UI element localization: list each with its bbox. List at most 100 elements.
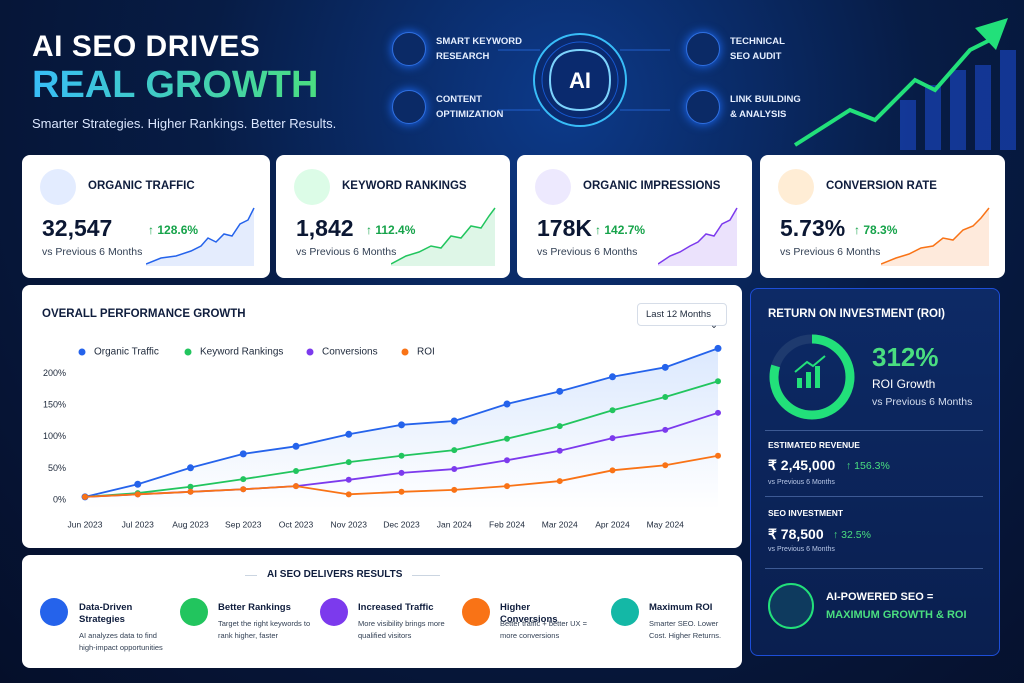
data-point	[293, 483, 299, 490]
data-point	[345, 430, 353, 438]
kpi-label: KEYWORD RANKINGS	[342, 180, 467, 192]
kpi-change-value: 128.6%	[157, 223, 199, 237]
feature-label: SMART KEYWORD RESEARCH	[436, 36, 523, 62]
data-point	[556, 423, 563, 430]
data-point	[345, 476, 352, 483]
result-description: More visibility brings more qualified vi…	[358, 619, 445, 640]
kpi-change: ↑ 78.3%	[854, 223, 897, 237]
data-point	[609, 373, 616, 381]
chart-title: OVERALL PERFORMANCE GROWTH	[42, 308, 246, 320]
data-point	[609, 407, 616, 414]
revenue-label: ESTIMATED REVENUE	[768, 440, 860, 450]
kpi-change-value: 112.4%	[375, 223, 416, 237]
kpi-icon	[294, 169, 330, 205]
data-point	[609, 467, 616, 474]
y-tick-label: 50%	[48, 463, 66, 473]
data-point	[345, 491, 352, 498]
result-description: Smarter SEO. Lower Cost. Higher Returns.	[649, 619, 722, 640]
data-point	[293, 467, 299, 474]
y-tick-label: 200%	[43, 368, 66, 378]
data-point	[398, 452, 405, 459]
arrow: ↑	[148, 223, 158, 237]
data-point	[240, 486, 247, 493]
arrow: ↑	[595, 223, 605, 237]
subtitle: Smarter Strategies. Higher Rankings. Bet…	[32, 116, 337, 131]
x-tick-label: Feb 2024	[489, 519, 525, 529]
result-title: Higher Conversions	[500, 602, 558, 625]
revenue-note: vs Previous 6 Months	[768, 479, 835, 486]
x-tick-label: Dec 2023	[383, 519, 420, 529]
result-description: Target the right keywords to rank higher…	[218, 619, 311, 640]
feature-label: TECHNICAL SEO AUDIT	[730, 36, 785, 62]
data-point	[134, 491, 141, 498]
data-point	[715, 409, 721, 416]
data-point	[504, 483, 510, 490]
investment-value: ₹ 78,500	[768, 526, 824, 542]
data-point	[662, 426, 669, 433]
arrow: ↑	[366, 223, 376, 237]
arrow: ↑	[846, 460, 855, 472]
data-point	[398, 488, 405, 495]
legend-label: Keyword Rankings	[200, 347, 283, 358]
divider	[765, 430, 983, 431]
data-point	[134, 480, 142, 488]
y-tick-label: 0%	[53, 494, 66, 504]
result-icon	[320, 598, 348, 626]
data-point	[82, 493, 88, 500]
data-point	[187, 488, 194, 495]
kpi-change: ↑ 142.7%	[595, 223, 645, 237]
x-tick-label: Mar 2024	[542, 519, 578, 529]
data-point	[715, 378, 721, 385]
roi-ring	[769, 334, 855, 420]
kpi-value: 5.73%	[780, 215, 846, 241]
investment-change: ↑ 32.5%	[833, 529, 871, 541]
data-point	[715, 452, 721, 459]
roi-note: vs Previous 6 Months	[872, 396, 973, 408]
kpi-note: vs Previous 6 Months	[296, 246, 397, 258]
sparkline	[881, 207, 990, 266]
feature-icon	[686, 32, 720, 66]
legend-marker	[401, 348, 409, 356]
result-icon	[40, 598, 68, 626]
roi-title: RETURN ON INVESTMENT (ROI)	[768, 308, 945, 320]
data-point	[556, 478, 563, 485]
data-point	[451, 466, 458, 473]
data-point	[714, 344, 722, 352]
legend-label: Organic Traffic	[94, 347, 159, 358]
kpi-icon	[535, 169, 571, 205]
x-tick-label: Oct 2023	[279, 519, 314, 529]
sparkline	[658, 207, 738, 266]
x-tick-label: Apr 2024	[595, 519, 630, 529]
investment-change-value: 32.5%	[841, 529, 871, 541]
kpi-note: vs Previous 6 Months	[537, 246, 638, 258]
investment-note: vs Previous 6 Months	[768, 546, 835, 553]
data-point	[187, 483, 194, 490]
kpi-value: 1,842	[296, 215, 354, 241]
roi-value: 312%	[872, 342, 939, 372]
legend-label: Conversions	[322, 347, 378, 358]
revenue-value: ₹ 2,45,000	[768, 457, 836, 473]
kpi-note: vs Previous 6 Months	[780, 246, 881, 258]
result-title: Maximum ROI	[649, 602, 713, 613]
period-label: Last 12 Months	[646, 309, 711, 320]
data-point	[662, 462, 669, 469]
kpi-change: ↑ 112.4%	[366, 223, 415, 237]
data-point	[662, 394, 669, 401]
title-line-2: REAL GROWTH	[32, 64, 319, 106]
data-point	[345, 459, 352, 466]
x-tick-label: Aug 2023	[172, 519, 209, 529]
data-point	[451, 486, 458, 493]
feature-icon	[686, 90, 720, 124]
data-point	[187, 464, 194, 472]
result-title: Better Rankings	[218, 602, 291, 613]
kpi-label: ORGANIC TRAFFIC	[88, 180, 195, 192]
x-tick-label: Jul 2023	[122, 519, 154, 529]
data-point	[450, 417, 458, 425]
x-tick-label: Sep 2023	[225, 519, 262, 529]
result-description: AI analyzes data to find high-impact opp…	[79, 631, 163, 652]
kpi-note: vs Previous 6 Months	[42, 246, 143, 258]
roi-label: ROI Growth	[872, 377, 936, 391]
period-dropdown[interactable]: Last 12 Months ⌄	[637, 303, 727, 331]
sparkline	[146, 207, 255, 266]
